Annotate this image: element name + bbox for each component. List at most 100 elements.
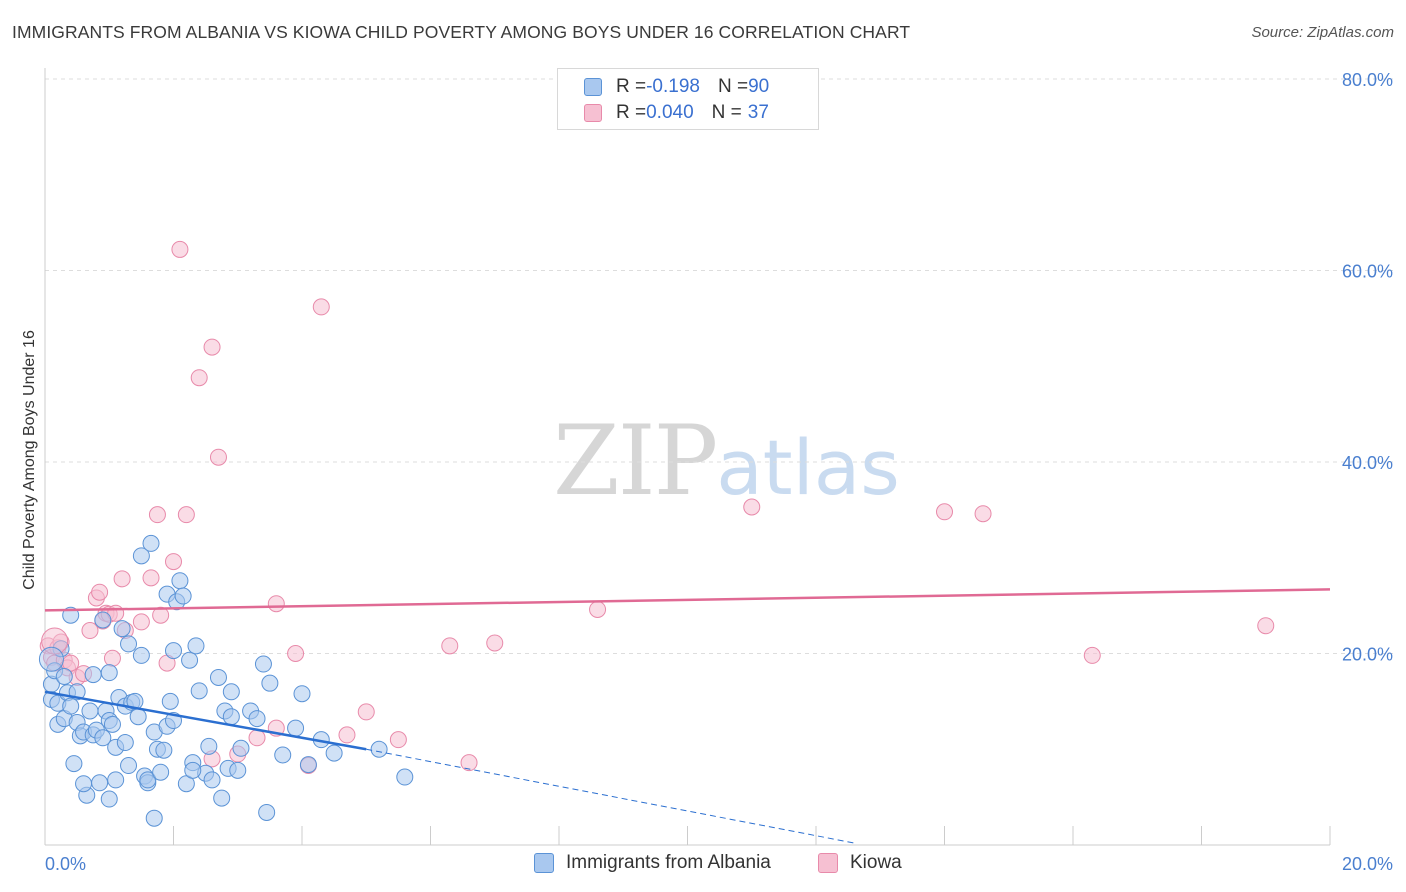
kiowa-point	[152, 606, 170, 624]
albania-point	[120, 757, 138, 775]
kiowa-point	[1083, 646, 1101, 664]
kiowa-point	[91, 583, 109, 601]
albania-point	[84, 666, 102, 684]
albania-trendline	[44, 690, 367, 751]
legend-r-value: -0.198	[646, 76, 700, 97]
albania-point	[139, 771, 157, 789]
albania-point	[152, 763, 170, 781]
y-tick-label: 60.0%	[1342, 262, 1393, 282]
kiowa-point	[209, 448, 227, 466]
y-axis-label: Child Poverty Among Boys Under 16	[21, 330, 38, 590]
albania-point	[213, 789, 231, 807]
series-label-albania: Immigrants from Albania	[566, 852, 771, 873]
legend-row-kiowa: R = 0.040 N = 37	[584, 100, 769, 126]
albania-point	[299, 756, 317, 774]
kiowa-point	[1257, 617, 1275, 635]
albania-point	[132, 646, 150, 664]
kiowa-point	[248, 729, 266, 747]
kiowa-point	[357, 703, 375, 721]
albania-point	[100, 664, 118, 682]
y-tick-label: 80.0%	[1342, 70, 1393, 90]
points-layer	[38, 240, 1275, 827]
albania-trendline-extension	[366, 748, 855, 844]
albania-point	[94, 611, 112, 629]
kiowa-point	[312, 298, 330, 316]
grid-layer	[45, 78, 1393, 654]
kiowa-point	[441, 637, 459, 655]
kiowa-point	[203, 338, 221, 356]
albania-point	[132, 547, 150, 565]
legend-n-label: N =	[717, 76, 749, 97]
albania-point	[209, 668, 227, 686]
albania-point	[248, 710, 266, 728]
albania-point	[38, 646, 64, 672]
albania-point	[145, 809, 163, 827]
series-legend: Immigrants from Albania Kiowa	[0, 852, 1406, 878]
albania-point	[65, 755, 83, 773]
albania-point	[184, 761, 202, 779]
albania-point	[258, 803, 276, 821]
albania-point	[165, 642, 182, 660]
series-swatch-albania	[534, 853, 554, 873]
kiowa-trendline	[44, 588, 1331, 612]
legend-n-value: 37	[747, 102, 769, 123]
kiowa-point	[267, 595, 285, 613]
watermark-atlas: atlas	[716, 423, 900, 512]
albania-point	[325, 744, 343, 762]
albania-point	[274, 746, 292, 764]
series-legend-kiowa[interactable]: Kiowa	[818, 852, 902, 874]
albania-point	[261, 674, 279, 692]
albania-point	[155, 741, 173, 759]
kiowa-point	[389, 731, 407, 749]
kiowa-point	[177, 506, 195, 524]
kiowa-point	[165, 553, 182, 571]
kiowa-point	[589, 600, 607, 618]
legend-swatch-kiowa	[584, 104, 602, 122]
albania-point	[171, 572, 189, 590]
albania-point	[200, 737, 218, 755]
kiowa-point	[190, 369, 208, 387]
chart-source: Source: ZipAtlas.com	[1251, 24, 1394, 41]
kiowa-point	[743, 498, 761, 516]
x-tick-label: 0.0%	[45, 854, 86, 874]
legend-r-label: R =	[616, 76, 647, 97]
albania-point	[396, 768, 414, 786]
kiowa-point	[936, 503, 953, 521]
albania-point	[62, 697, 80, 715]
albania-point	[94, 729, 112, 747]
label-layer: 20.0% 40.0% 60.0% 80.0% 0.0% 20.0% Child Pover…	[21, 70, 1393, 874]
albania-point	[113, 620, 131, 638]
albania-point	[370, 740, 388, 758]
series-label-kiowa: Kiowa	[850, 852, 902, 873]
albania-point	[91, 774, 109, 792]
albania-point	[181, 651, 199, 669]
legend-n-label: N =	[711, 102, 742, 123]
kiowa-point	[132, 613, 150, 631]
x-tick-label: 20.0%	[1342, 854, 1393, 874]
albania-point	[161, 692, 179, 710]
kiowa-point	[460, 754, 478, 772]
stats-legend: R = -0.198 N = 90 R = 0.040 N = 37	[557, 68, 819, 130]
trend-layer	[44, 588, 1331, 844]
kiowa-point	[148, 506, 166, 524]
kiowa-point	[81, 622, 99, 640]
albania-point	[174, 587, 192, 605]
legend-r-label: R =	[616, 102, 647, 123]
legend-row-albania: R = -0.198 N = 90	[584, 74, 769, 100]
albania-point	[55, 667, 73, 685]
albania-point	[190, 682, 208, 700]
chart-title: IMMIGRANTS FROM ALBANIA VS KIOWA CHILD P…	[12, 22, 911, 42]
watermark: ZIPatlas	[553, 405, 900, 517]
axis-layer	[44, 68, 1331, 846]
kiowa-point	[486, 634, 504, 652]
albania-point	[187, 637, 205, 655]
albania-point	[254, 655, 272, 673]
kiowa-point	[142, 569, 160, 587]
series-legend-albania[interactable]: Immigrants from Albania	[534, 852, 771, 874]
albania-point	[203, 771, 221, 789]
y-tick-label: 40.0%	[1342, 453, 1393, 473]
series-swatch-kiowa	[818, 853, 838, 873]
watermark-zip: ZIP	[553, 405, 718, 517]
albania-point	[229, 761, 247, 779]
